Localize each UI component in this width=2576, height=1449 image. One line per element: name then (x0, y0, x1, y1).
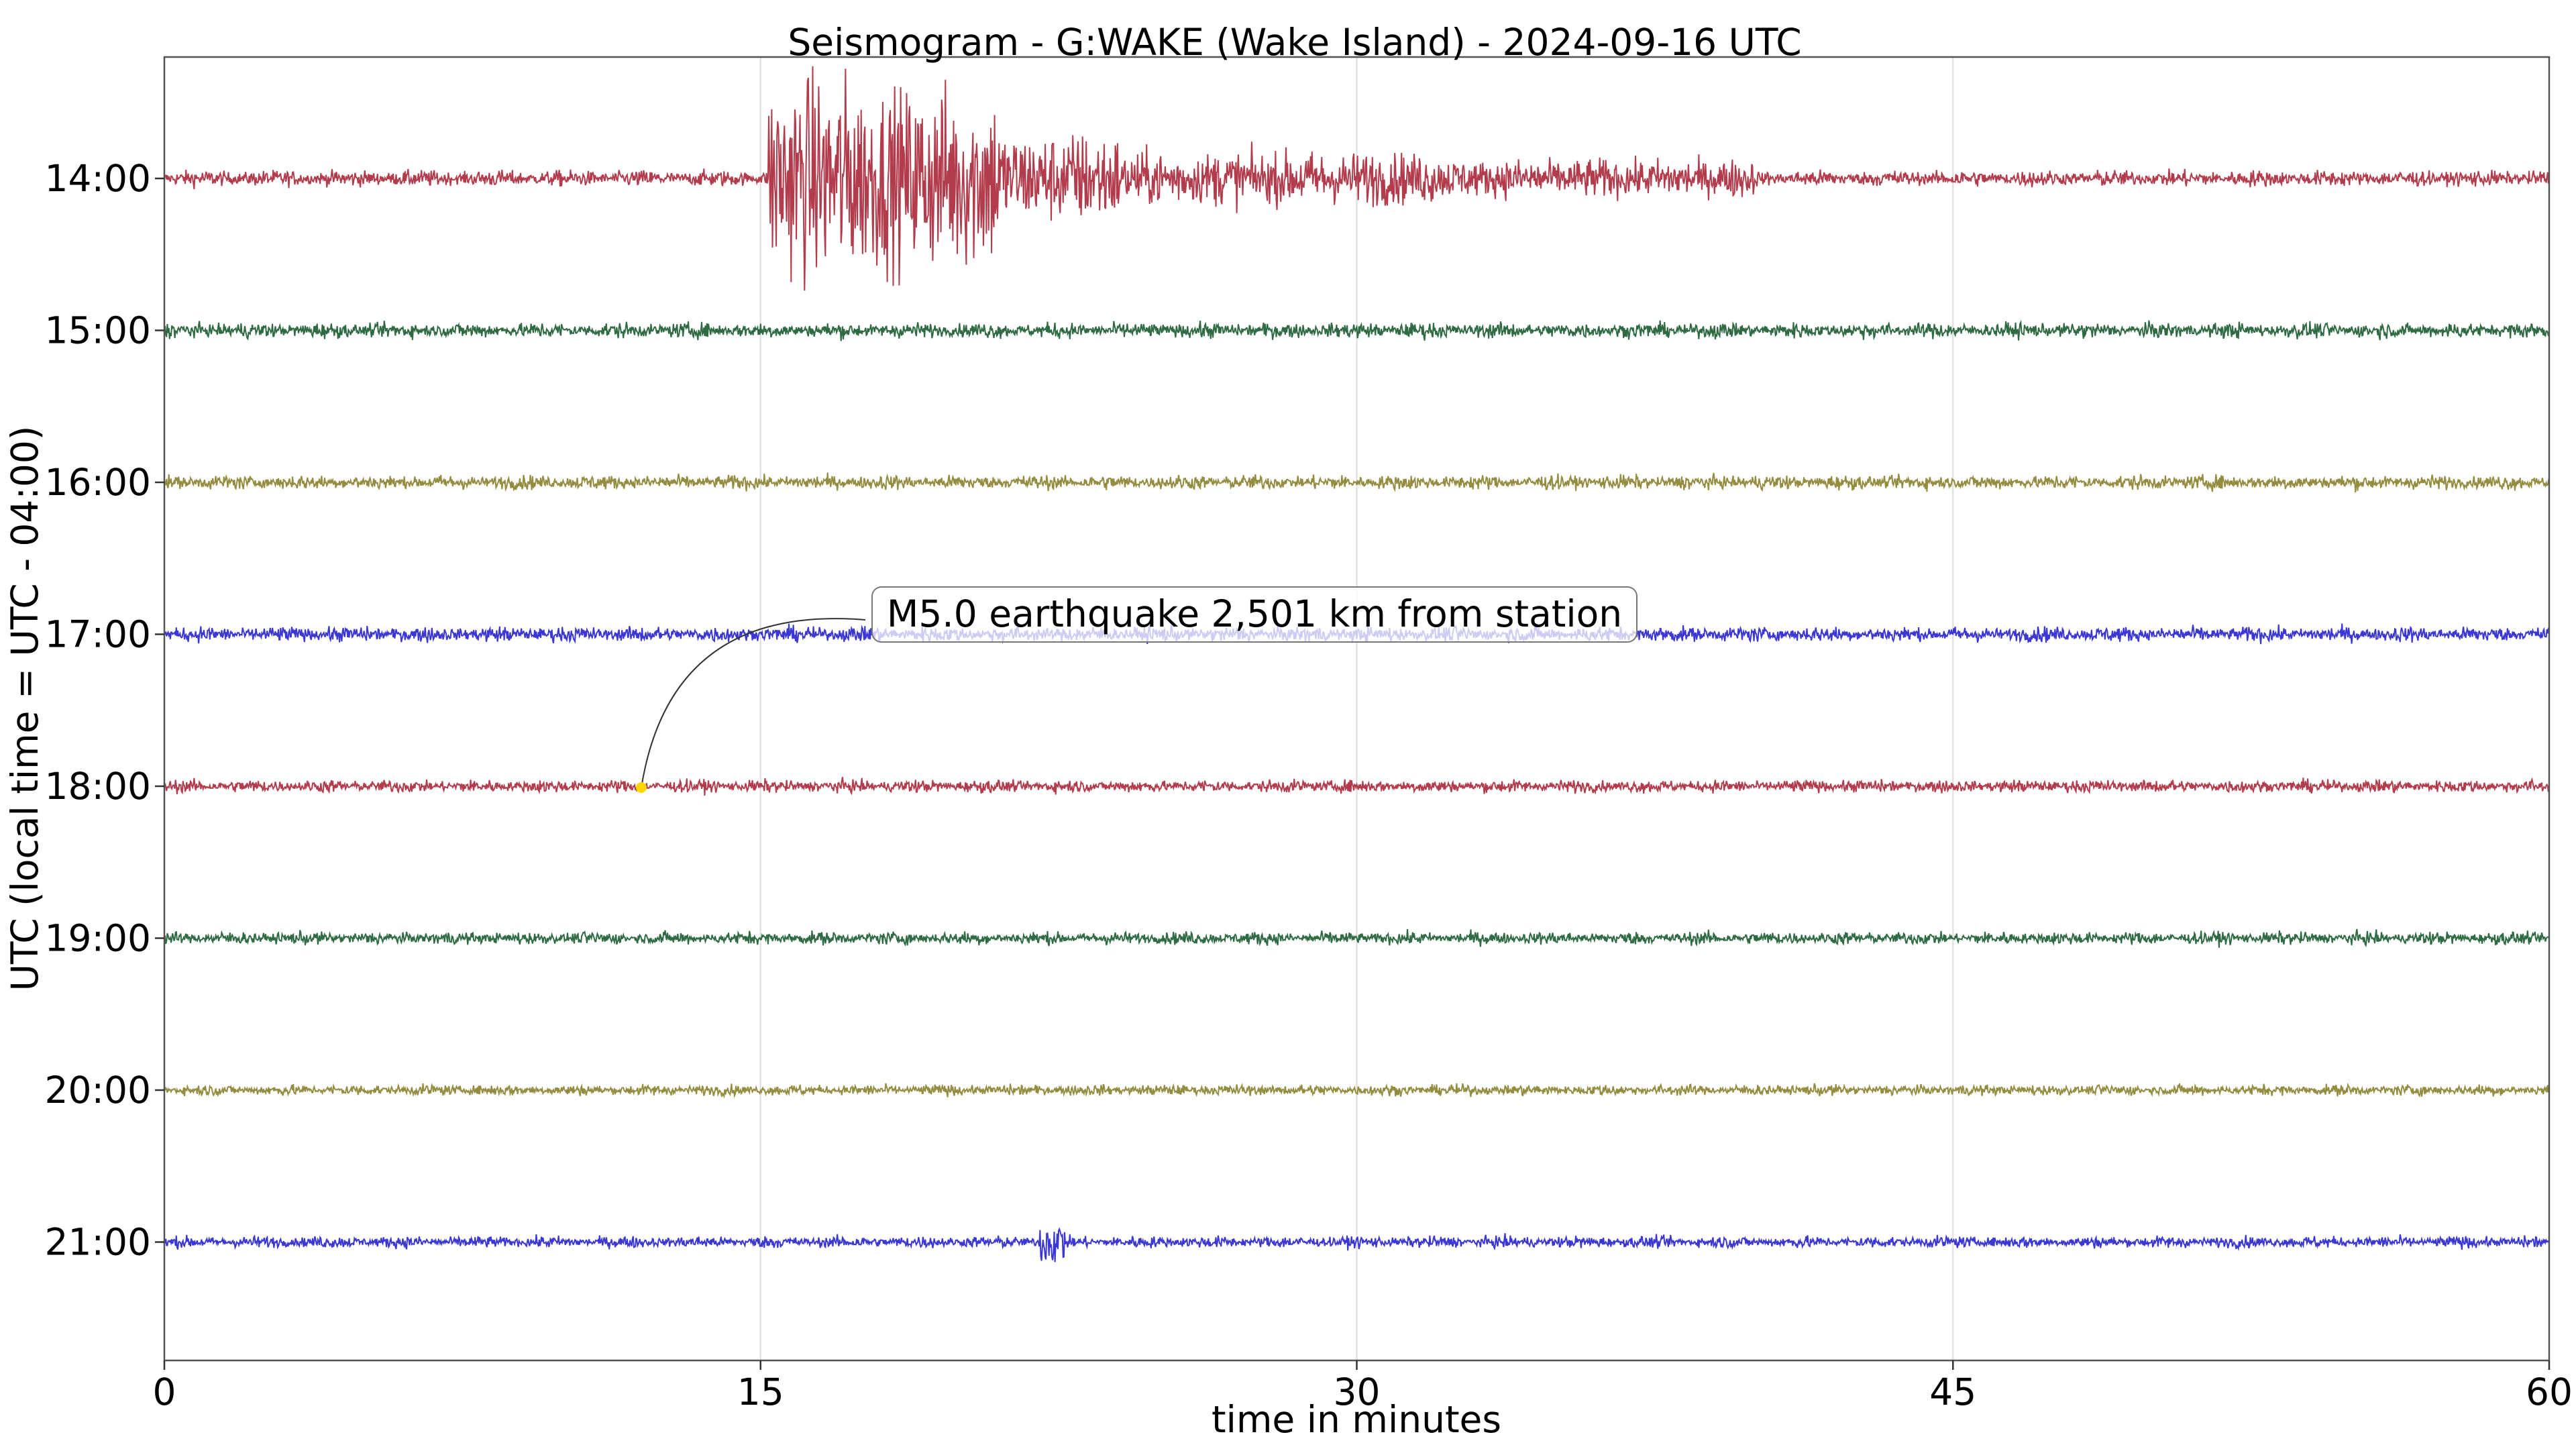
grid-lines (759, 57, 1954, 1360)
annotation-box (871, 586, 1638, 643)
trace-line-1800 (164, 777, 2550, 796)
y-tick-label-2100: 21:00 (44, 1221, 151, 1264)
trace-line-2000 (164, 1082, 2550, 1099)
trace-line-2100 (164, 1227, 2550, 1263)
x-tick-label-15: 15 (737, 1371, 784, 1413)
y-tick-label-1400: 14:00 (44, 157, 151, 200)
annotation-arrow (641, 618, 866, 788)
y-tick-label-1500: 15:00 (44, 309, 151, 352)
trace-line-1500 (164, 319, 2550, 341)
x-tick-label-0: 0 (153, 1371, 176, 1413)
x-tick-label-60: 60 (2526, 1371, 2573, 1413)
annotation-group: M5.0 earthquake 2,501 km from station (636, 586, 1638, 793)
trace-line-1900 (164, 928, 2550, 948)
chart-title: Seismogram - G:WAKE (Wake Island) - 2024… (788, 21, 1801, 64)
trace-group (164, 66, 2550, 1263)
x-tick-label-30: 30 (1334, 1371, 1381, 1413)
annotation-text: M5.0 earthquake 2,501 km from station (887, 592, 1622, 635)
y-axis-label: UTC (local time = UTC - 04:00) (3, 426, 46, 991)
trace-line-1600 (164, 472, 2550, 493)
x-axis-label: time in minutes (1212, 1398, 1501, 1441)
y-tick-label-1600: 16:00 (44, 461, 151, 504)
y-tick-label-1800: 18:00 (44, 765, 151, 808)
y-tick-label-1900: 19:00 (44, 917, 151, 960)
y-tick-label-1700: 17:00 (44, 613, 151, 656)
tick-group: 0 15 30 45 60 14:00 15:00 16:00 17:00 18:00 19:00 2… (44, 157, 2573, 1413)
event-marker (636, 782, 647, 793)
x-tick-label-45: 45 (1929, 1371, 1976, 1413)
trace-line-1400 (164, 66, 2550, 291)
y-tick-label-2000: 20:00 (44, 1069, 151, 1112)
